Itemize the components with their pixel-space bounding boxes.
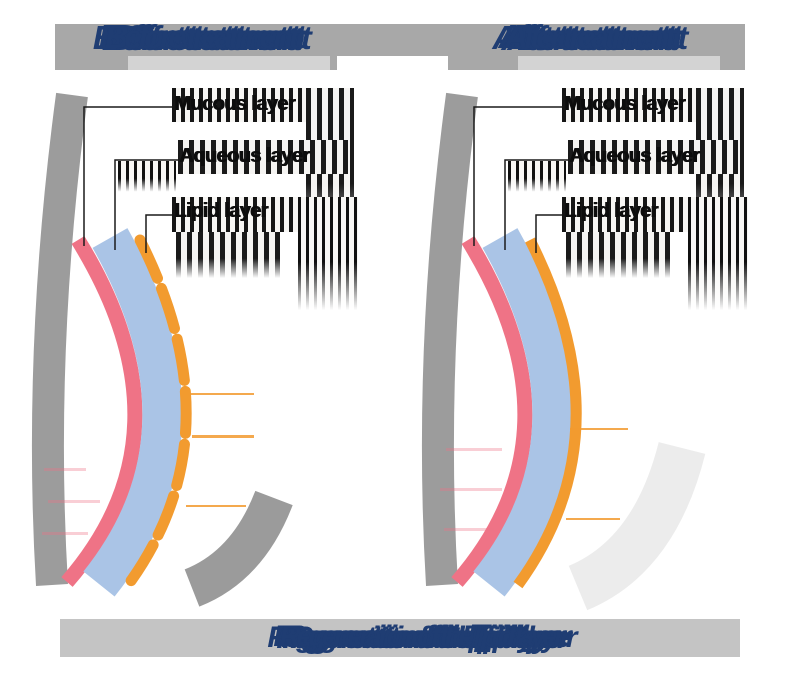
top-ribbon-shine-left: [128, 56, 330, 70]
top-ribbon-shine-right: [518, 56, 720, 70]
mucous-layer-band: [451, 236, 533, 587]
label-aqueous-layer: Aqueous layer: [179, 145, 310, 167]
glitch-smear: [186, 505, 246, 507]
leader-aqueous: [504, 159, 568, 250]
glitch-bars: [688, 197, 748, 315]
glitch-smear: [446, 448, 502, 451]
eye-surface-band: [421, 92, 478, 586]
glitch-bars: [298, 197, 358, 315]
eye-surface-band: [31, 92, 88, 586]
aqueous-layer-band: [473, 228, 573, 597]
label-lipid-layer: Lipid layer: [564, 200, 658, 222]
label-mucous-layer: Mucous layer: [564, 93, 685, 115]
leader-lipid: [535, 214, 563, 253]
glitch-bars: [176, 232, 280, 280]
glitch-bars: [508, 161, 566, 193]
glitch-smear: [570, 428, 628, 430]
bottom-banner-text: Regeneration of the lipid layer: [279, 620, 565, 653]
lipid-layer-band-broken: [122, 234, 192, 591]
bottom-banner: [60, 619, 740, 657]
glitch-bars: [568, 140, 740, 174]
leader-mucous: [83, 106, 173, 246]
label-aqueous-layer: Aqueous layer: [569, 145, 700, 167]
panel-title-after: After treatment: [504, 18, 676, 55]
leader-lipid: [145, 214, 173, 253]
lipid-layer-band-restored: [513, 237, 582, 589]
glitch-smear: [192, 435, 254, 438]
panel-before-treatment: Mucous layer Aqueous layer Lipid layer: [31, 88, 380, 607]
glitch-smear: [48, 500, 100, 503]
glitch-gray-arc: [184, 490, 293, 607]
glitch-smear: [440, 488, 502, 491]
tear-film-diagram-after: [421, 92, 706, 611]
glitch-smear: [42, 532, 88, 535]
glitch-smear: [566, 518, 620, 520]
tear-film-diagram-before: [31, 92, 293, 607]
aqueous-layer-band: [83, 228, 183, 597]
glitch-smear: [444, 528, 494, 531]
glitch-bars: [562, 197, 694, 232]
panel-title-before: Before treatment: [104, 18, 300, 55]
panel-after-treatment: Mucous layer Aqueous layer Lipid layer: [421, 88, 770, 611]
glitch-gray-arc: [568, 441, 706, 611]
leader-mucous: [473, 106, 563, 246]
label-mucous-layer: Mucous layer: [174, 93, 295, 115]
glitch-smear: [44, 468, 86, 471]
glitch-bars: [118, 161, 176, 193]
leader-aqueous: [114, 159, 178, 250]
glitch-bars: [566, 232, 670, 280]
mucous-layer-band: [61, 236, 143, 587]
glitch-smear: [190, 393, 254, 395]
top-ribbon: [55, 24, 745, 56]
label-lipid-layer: Lipid layer: [174, 200, 268, 222]
glitch-bars: [172, 197, 304, 232]
glitch-bars: [178, 140, 350, 174]
